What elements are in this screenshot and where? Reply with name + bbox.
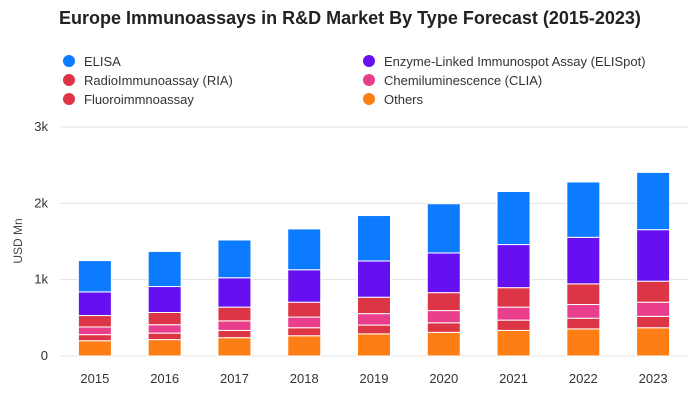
bar-segment[interactable] [426, 310, 461, 324]
bar-segment[interactable] [357, 313, 391, 326]
bar-segment[interactable] [147, 311, 182, 326]
x-tick-label: 2019 [360, 371, 389, 386]
bar-segment[interactable] [147, 250, 182, 288]
legend-swatch-icon [63, 55, 75, 67]
x-tick-label: 2020 [429, 371, 458, 386]
bar-segment[interactable] [147, 286, 182, 313]
bar-segment[interactable] [217, 320, 252, 331]
bar-segment[interactable] [77, 334, 112, 342]
bar-segment[interactable] [217, 306, 252, 322]
legend-item-ria[interactable]: RadioImmunoassay (RIA) [63, 71, 233, 89]
x-tick-label: 2022 [569, 371, 598, 386]
legend-swatch-icon [363, 74, 375, 86]
bar-segment[interactable] [566, 317, 601, 330]
x-tick-label: 2016 [150, 371, 179, 386]
bar-segment[interactable] [566, 181, 601, 238]
bar-segment[interactable] [77, 326, 112, 336]
bar-segment[interactable] [287, 228, 322, 271]
bar-segment[interactable] [426, 252, 461, 294]
bar-segment[interactable] [147, 324, 182, 334]
bar-segment[interactable] [147, 339, 182, 357]
chart-title: Europe Immunoassays in R&D Market By Typ… [59, 8, 641, 28]
x-tick-label: 2017 [220, 371, 249, 386]
bar-segment[interactable] [426, 322, 461, 333]
bar-segment[interactable] [287, 269, 322, 303]
bar-segment[interactable] [357, 260, 391, 298]
bar-segment[interactable] [426, 203, 461, 254]
legend-item-elispot[interactable]: Enzyme-Linked Immunospot Assay (ELISpot) [363, 52, 646, 70]
bar-segment[interactable] [566, 236, 601, 285]
y-tick-label: 2k [34, 195, 48, 210]
legend: ELISA RadioImmunoassay (RIA) Fluoroimmno… [0, 52, 700, 112]
bar-segment[interactable] [636, 327, 671, 357]
bar-segment[interactable] [147, 332, 182, 341]
bar-segment[interactable] [357, 215, 391, 262]
bar-segment[interactable] [426, 292, 461, 312]
bar-segment[interactable] [357, 333, 391, 357]
bar-segment[interactable] [636, 280, 671, 303]
bar-segment[interactable] [357, 324, 391, 335]
bar-segment[interactable] [566, 283, 601, 305]
legend-label: ELISA [84, 53, 121, 69]
legend-swatch-icon [363, 93, 375, 105]
bar-segment[interactable] [566, 303, 601, 319]
bar-segment[interactable] [77, 340, 112, 357]
x-tick-label: 2018 [290, 371, 319, 386]
x-tick-label: 2021 [499, 371, 528, 386]
bar-segment[interactable] [357, 296, 391, 315]
legend-label: Chemiluminescence (CLIA) [384, 72, 543, 88]
legend-label: Others [384, 91, 424, 107]
bars [77, 171, 671, 357]
legend-item-others[interactable]: Others [363, 90, 423, 108]
bar-segment[interactable] [636, 229, 671, 282]
bar-segment[interactable] [636, 315, 671, 329]
bar-segment[interactable] [77, 291, 112, 317]
bar-segment[interactable] [496, 319, 531, 331]
legend-swatch-icon [63, 74, 75, 86]
x-tick-label: 2023 [639, 371, 668, 386]
legend-item-elisa[interactable]: ELISA [63, 52, 121, 70]
y-tick-label: 0 [41, 348, 48, 363]
bar-segment[interactable] [566, 328, 601, 357]
bar-segment[interactable] [496, 244, 531, 289]
bar-segment[interactable] [496, 306, 531, 321]
bar-segment[interactable] [217, 329, 252, 339]
y-tick-label: 1k [34, 272, 48, 287]
bar-segment[interactable] [217, 239, 252, 279]
axes: 0 1k 2k 3k 2015 2016 2017 2018 2019 2020 2021 2022 2… [34, 119, 667, 386]
legend-label: RadioImmunoassay (RIA) [84, 72, 233, 88]
bar-segment[interactable] [287, 316, 322, 329]
bar-segment[interactable] [496, 287, 531, 308]
x-tick-label: 2015 [80, 371, 109, 386]
bar-segment[interactable] [287, 327, 322, 337]
legend-item-fluoroimmnoassay[interactable]: Fluoroimmnoassay [63, 90, 194, 108]
bar-segment[interactable] [287, 335, 322, 357]
bar-segment[interactable] [636, 171, 671, 231]
legend-swatch-icon [363, 55, 375, 67]
bar-segment[interactable] [217, 337, 252, 357]
bar-segment[interactable] [77, 260, 112, 293]
legend-label: Enzyme-Linked Immunospot Assay (ELISpot) [384, 53, 646, 69]
legend-item-clia[interactable]: Chemiluminescence (CLIA) [363, 71, 542, 89]
bar-segment[interactable] [287, 301, 322, 318]
bar-segment[interactable] [426, 331, 461, 357]
legend-swatch-icon [63, 93, 75, 105]
bar-segment[interactable] [77, 315, 112, 328]
y-tick-label: 3k [34, 119, 48, 134]
legend-label: Fluoroimmnoassay [84, 91, 194, 107]
bar-segment[interactable] [217, 277, 252, 308]
bar-segment[interactable] [496, 191, 531, 246]
bar-segment[interactable] [496, 329, 531, 357]
y-axis-title: USD Mn [11, 218, 25, 263]
bar-segment[interactable] [636, 301, 671, 317]
